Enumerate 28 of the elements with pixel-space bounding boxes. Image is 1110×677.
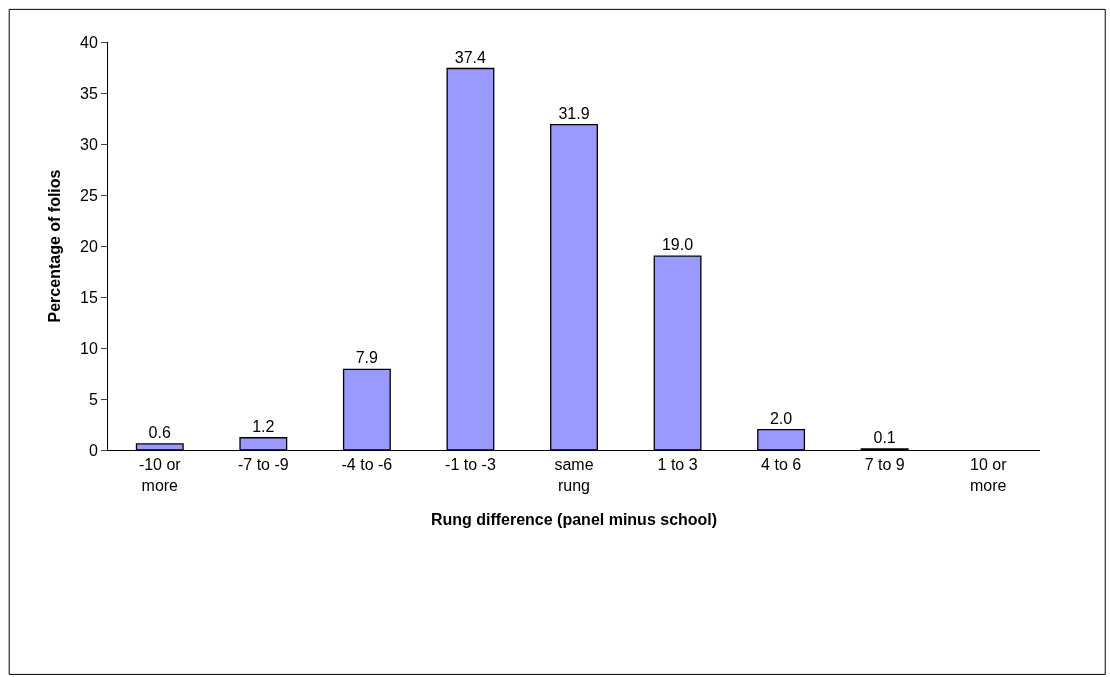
y-tick-label: 10 bbox=[80, 339, 98, 357]
data-label: 1.2 bbox=[252, 417, 275, 435]
x-tick-label: 4 to 6 bbox=[761, 456, 802, 474]
x-tick-label: same rung bbox=[554, 456, 594, 494]
data-label: 31.9 bbox=[558, 104, 590, 122]
y-tick-label: 5 bbox=[88, 390, 98, 408]
data-label: 2.0 bbox=[769, 409, 793, 427]
data-label: 37.4 bbox=[454, 48, 487, 66]
x-tick-label: 10 or more bbox=[969, 456, 1008, 494]
y-tick-label: 25 bbox=[80, 186, 98, 204]
data-label: 0.1 bbox=[873, 428, 896, 446]
y-tick-label: 35 bbox=[80, 84, 98, 102]
data-label: 7.9 bbox=[355, 349, 379, 367]
x-tick-label: -10 or more bbox=[138, 456, 182, 494]
y-tick-label: 40 bbox=[80, 33, 98, 51]
data-label: 0.6 bbox=[148, 423, 171, 441]
x-tick-label: -1 to -3 bbox=[445, 456, 496, 474]
x-tick-label: -4 to -6 bbox=[341, 456, 393, 474]
x-tick-label: 7 to 9 bbox=[864, 456, 905, 474]
y-tick-label: 30 bbox=[80, 135, 98, 153]
y-tick-label: 0 bbox=[88, 441, 98, 459]
x-tick-label: -7 to -9 bbox=[237, 456, 289, 474]
y-tick-label: 15 bbox=[80, 288, 98, 306]
x-tick-label: 1 to 3 bbox=[657, 456, 698, 474]
y-tick-label: 20 bbox=[80, 237, 98, 255]
y-axis-title: Percentage of folios bbox=[45, 169, 63, 323]
data-label: 19.0 bbox=[661, 236, 694, 254]
x-axis-title: Rung difference (panel minus school) bbox=[430, 510, 718, 528]
